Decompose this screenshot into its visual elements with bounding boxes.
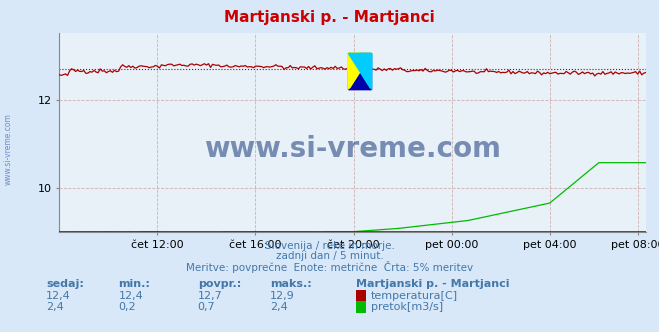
Text: povpr.:: povpr.: bbox=[198, 279, 241, 289]
Text: 12,9: 12,9 bbox=[270, 291, 295, 301]
Text: Martjanski p. - Martjanci: Martjanski p. - Martjanci bbox=[356, 279, 509, 289]
Text: 2,4: 2,4 bbox=[270, 302, 288, 312]
Polygon shape bbox=[348, 53, 360, 71]
Text: Slovenija / reke in morje.: Slovenija / reke in morje. bbox=[264, 241, 395, 251]
Text: www.si-vreme.com: www.si-vreme.com bbox=[3, 114, 13, 185]
Text: 12,4: 12,4 bbox=[46, 291, 71, 301]
Text: www.si-vreme.com: www.si-vreme.com bbox=[204, 135, 501, 163]
Polygon shape bbox=[348, 53, 371, 89]
Text: 0,7: 0,7 bbox=[198, 302, 215, 312]
Text: sedaj:: sedaj: bbox=[46, 279, 84, 289]
Text: 12,7: 12,7 bbox=[198, 291, 223, 301]
Text: pretok[m3/s]: pretok[m3/s] bbox=[371, 302, 443, 312]
Polygon shape bbox=[360, 53, 371, 71]
Text: temperatura[C]: temperatura[C] bbox=[371, 291, 458, 301]
Polygon shape bbox=[348, 53, 371, 89]
Polygon shape bbox=[348, 53, 371, 89]
Text: maks.:: maks.: bbox=[270, 279, 312, 289]
Text: min.:: min.: bbox=[119, 279, 150, 289]
Text: 0,2: 0,2 bbox=[119, 302, 136, 312]
Text: Meritve: povprečne  Enote: metrične  Črta: 5% meritev: Meritve: povprečne Enote: metrične Črta:… bbox=[186, 261, 473, 273]
Text: 2,4: 2,4 bbox=[46, 302, 64, 312]
Polygon shape bbox=[348, 53, 371, 89]
Text: Martjanski p. - Martjanci: Martjanski p. - Martjanci bbox=[224, 10, 435, 25]
Polygon shape bbox=[348, 53, 371, 89]
Text: zadnji dan / 5 minut.: zadnji dan / 5 minut. bbox=[275, 251, 384, 261]
Text: 12,4: 12,4 bbox=[119, 291, 144, 301]
